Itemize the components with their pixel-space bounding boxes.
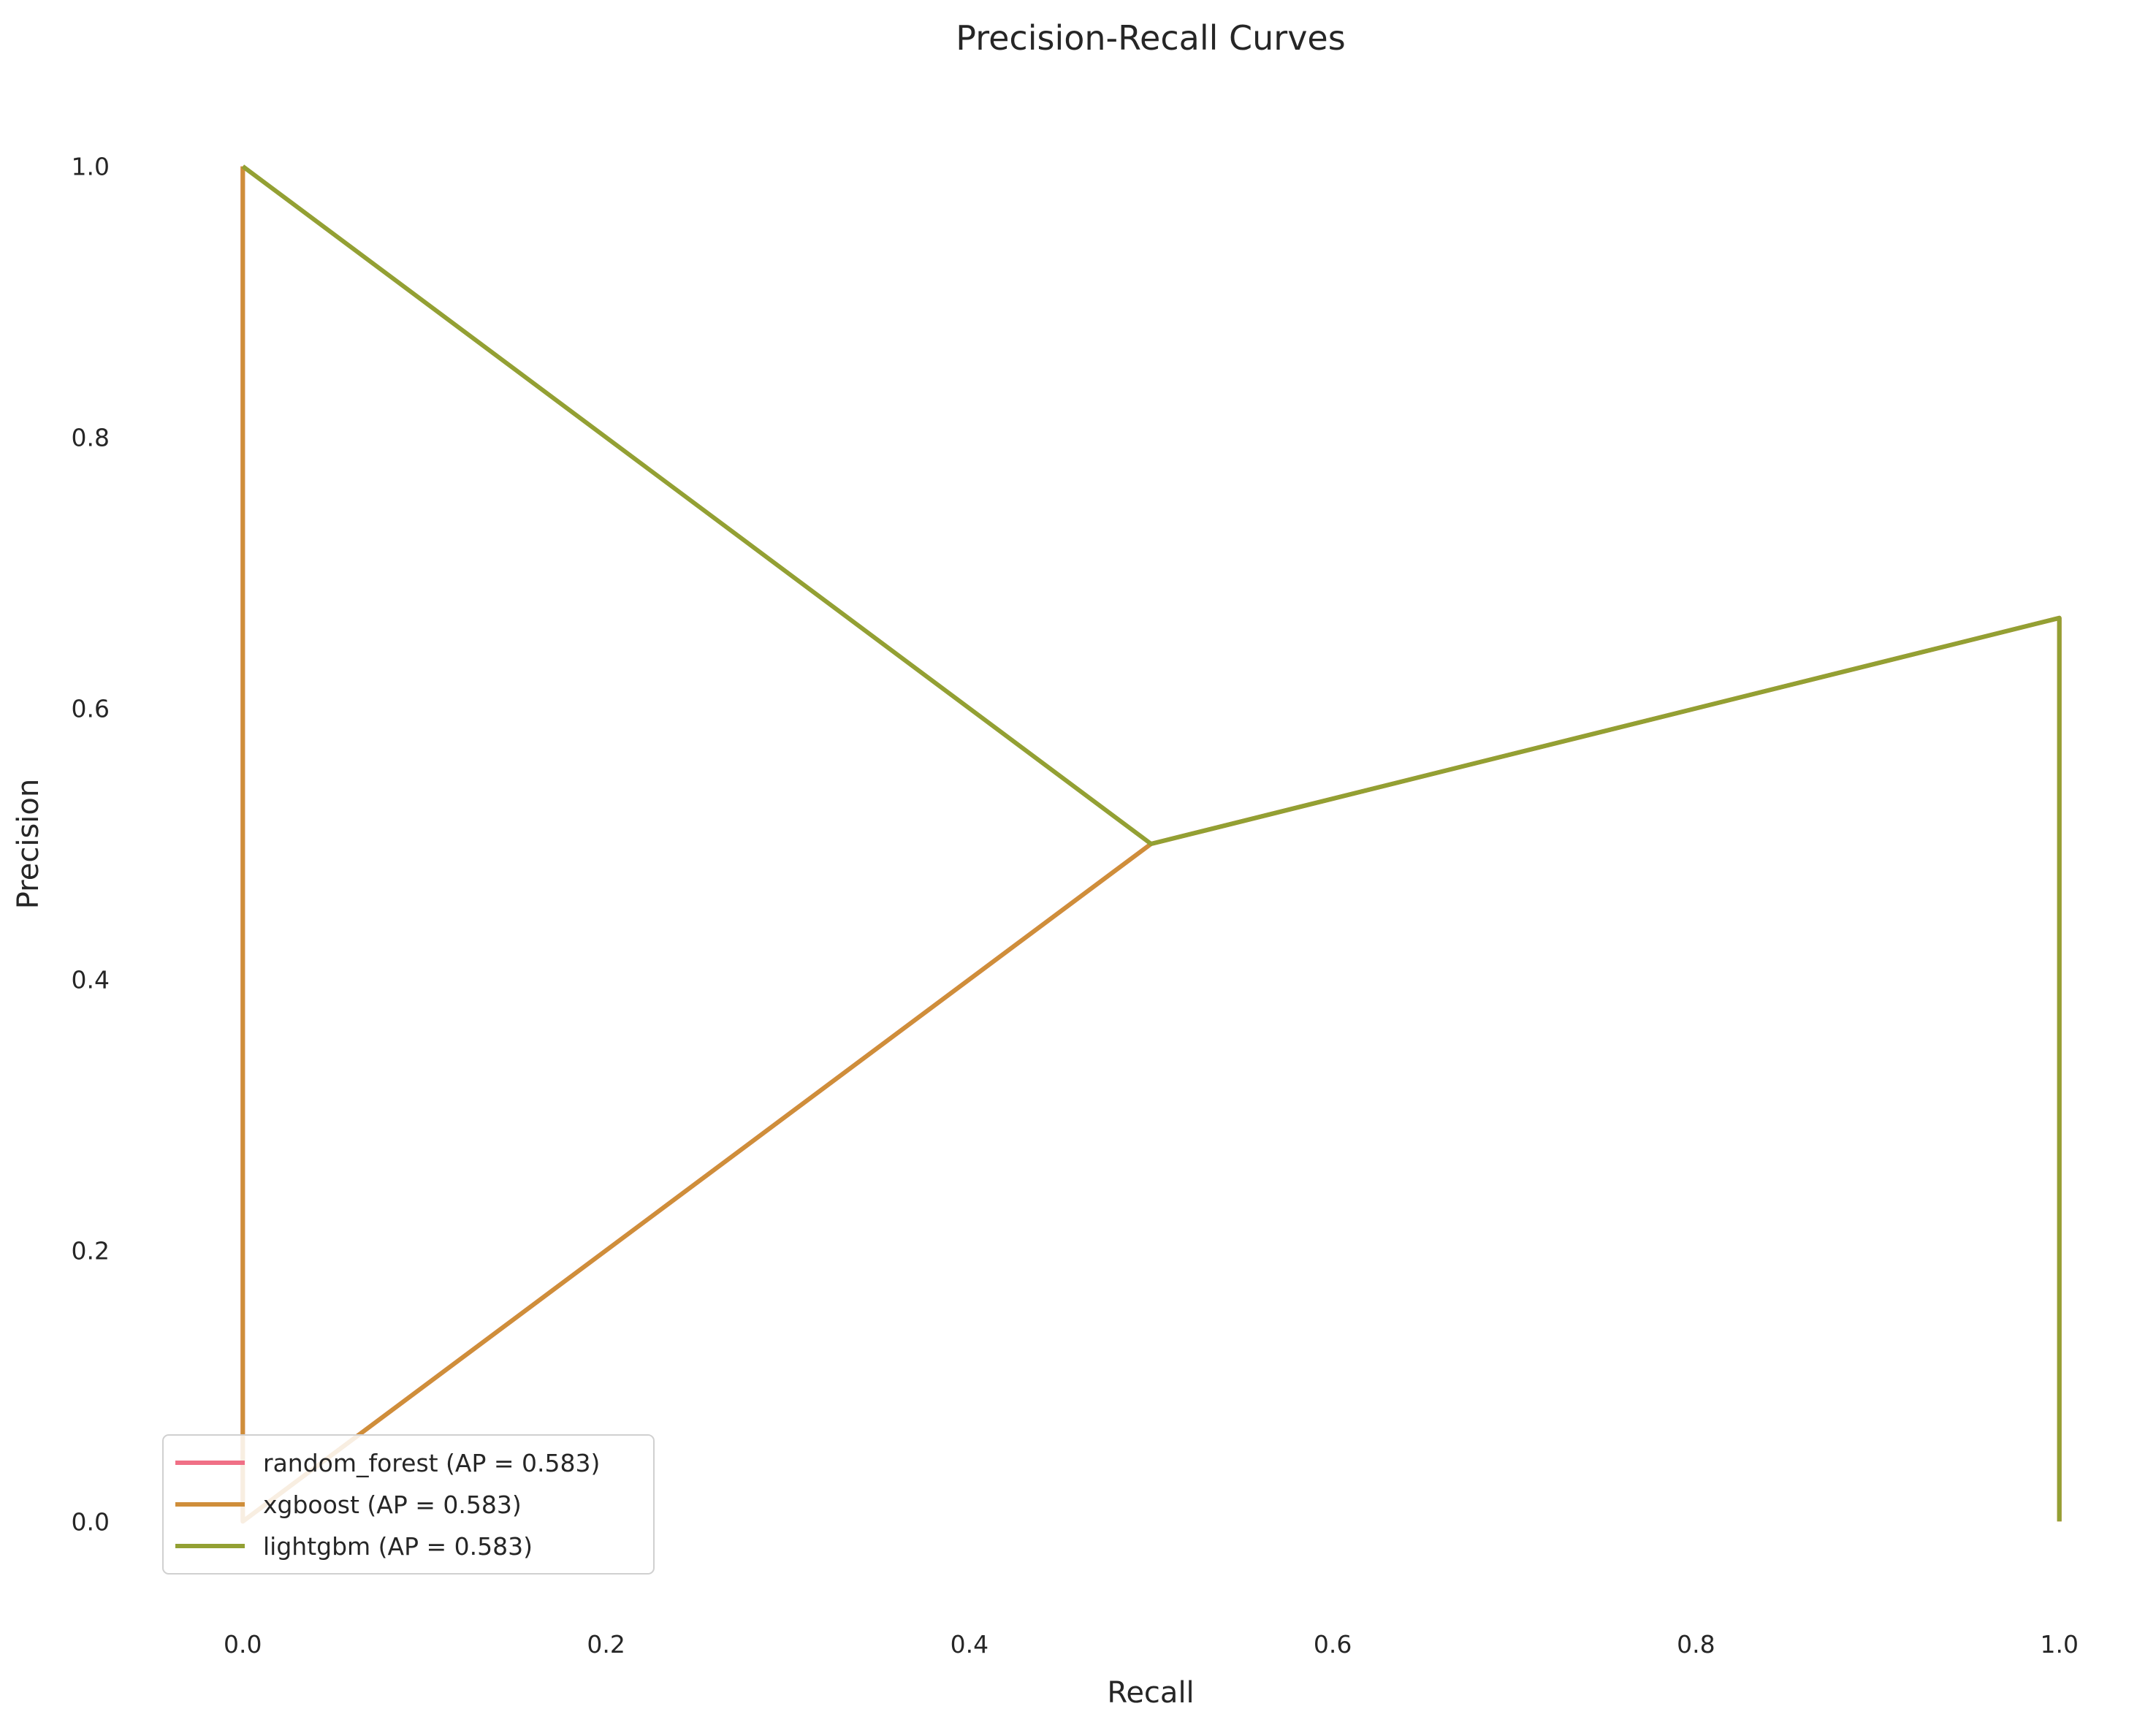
y-axis-label: Precision [12, 779, 45, 909]
chart-title: Precision-Recall Curves [956, 18, 1345, 58]
legend-frame [162, 1434, 655, 1575]
x-tick-label-0: 0.0 [224, 1630, 262, 1659]
legend-label-2: lightgbm (AP = 0.583) [263, 1532, 533, 1561]
x-tick-label-1: 0.2 [587, 1630, 625, 1659]
x-axis-label: Recall [1107, 1676, 1194, 1710]
y-tick-label-5: 1.0 [72, 153, 110, 181]
plot-area [152, 99, 2150, 1589]
series-line-2 [241, 164, 2062, 1522]
y-tick-label-4: 0.8 [72, 424, 110, 452]
y-tick-label-0: 0.0 [72, 1507, 110, 1536]
x-tick-labels: 0.0 0.2 0.4 0.6 0.8 1.0 [224, 1630, 2079, 1659]
x-tick-label-3: 0.6 [1314, 1630, 1352, 1659]
legend-label-0: random_forest (AP = 0.583) [263, 1449, 600, 1477]
y-tick-label-1: 0.2 [72, 1236, 110, 1265]
y-tick-labels: 0.0 0.2 0.4 0.6 0.8 1.0 [72, 153, 110, 1537]
x-tick-label-2: 0.4 [951, 1630, 989, 1659]
y-tick-label-2: 0.4 [72, 966, 110, 994]
legend: random_forest (AP = 0.583) xgboost (AP = … [162, 1434, 655, 1575]
x-tick-label-4: 0.8 [1677, 1630, 1715, 1659]
legend-label-1: xgboost (AP = 0.583) [263, 1491, 522, 1519]
x-tick-label-5: 1.0 [2040, 1630, 2078, 1659]
series-layer [240, 164, 2062, 1524]
y-tick-label-3: 0.6 [72, 695, 110, 723]
legend-items: random_forest (AP = 0.583) xgboost (AP = … [175, 1449, 600, 1561]
